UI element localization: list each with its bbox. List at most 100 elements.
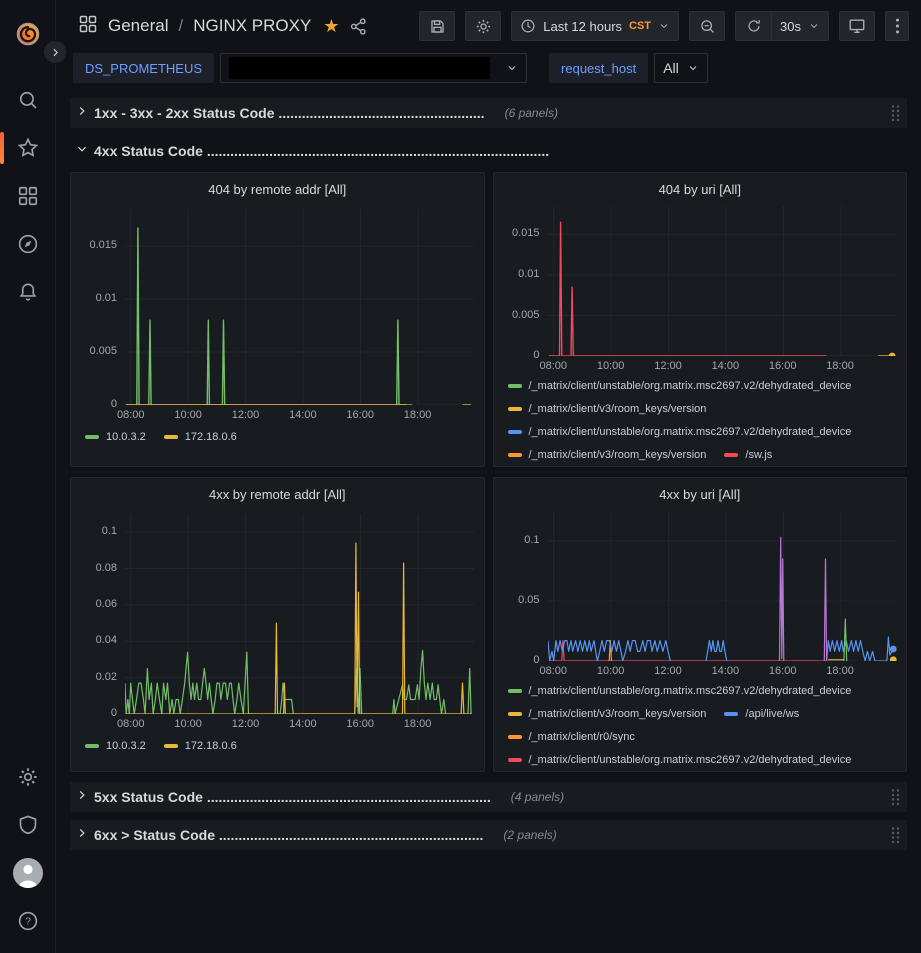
legend-label: /_matrix/client/v3/room_keys/version: [528, 402, 707, 415]
sidebar-item-server-admin[interactable]: [8, 801, 48, 849]
person-icon: [18, 864, 37, 888]
refresh-interval-value: 30s: [780, 18, 801, 34]
legend-row: /_matrix/client/v3/room_keys/version/sw.…: [507, 443, 897, 466]
y-axis-tick: 0: [533, 349, 540, 362]
sidebar-item-search[interactable]: [8, 76, 48, 124]
row-drag-handle[interactable]: [890, 788, 903, 806]
legend-label: /_matrix/client/v3/room_keys/version: [528, 448, 707, 461]
sidebar-item-starred[interactable]: [0, 124, 48, 172]
legend-item[interactable]: 172.18.0.6: [163, 431, 237, 443]
main-area: General / NGINX PROXY ★ Last 12 hours CS…: [56, 0, 921, 953]
x-axis-tick: 16:00: [768, 360, 797, 373]
legend-item[interactable]: /_matrix/client/v3/room_keys/version: [507, 448, 707, 461]
sidebar-expand-button[interactable]: [43, 40, 67, 64]
legend-label: /_matrix/client/unstable/org.matrix.msc2…: [528, 379, 852, 392]
variable-selected-value: All: [663, 60, 679, 76]
sidebar-item-profile[interactable]: [8, 849, 48, 897]
panel-title[interactable]: 4xx by remote addr [All]: [208, 487, 346, 502]
x-axis-tick: 18:00: [403, 718, 432, 730]
legend-item[interactable]: /_matrix/client/r0/sync: [507, 731, 635, 743]
sidebar-item-explore[interactable]: [8, 220, 48, 268]
legend-swatch: [507, 406, 522, 411]
legend-item[interactable]: /_matrix/client/v3/room_keys/version: [507, 402, 707, 415]
variable-value-ds-prometheus[interactable]: [220, 53, 528, 83]
cycle-view-mode-button[interactable]: [839, 11, 875, 41]
breadcrumb-folder[interactable]: General: [108, 16, 169, 35]
legend-label: /_matrix/client/unstable/org.matrix.msc2…: [528, 753, 852, 766]
x-axis-tick: 10:00: [174, 409, 202, 421]
grafana-logo[interactable]: [8, 10, 48, 58]
legend-row: 10.0.3.2 172.18.0.6: [85, 734, 474, 757]
y-axis: 0 0.02 0.04 0.06 0.08 0.1: [81, 514, 125, 719]
legend-item[interactable]: /api/live/ws: [724, 708, 799, 720]
y-axis-tick: 0.05: [518, 594, 540, 607]
row-panel-count: (6 panels): [504, 106, 558, 120]
legend-item[interactable]: /_matrix/client/unstable/org.matrix.msc2…: [507, 426, 851, 438]
legend-swatch: [163, 434, 178, 439]
legend-item[interactable]: /_matrix/client/unstable/org.matrix.msc2…: [507, 684, 852, 697]
shield-icon: [19, 815, 36, 835]
plot-area: 0 0.05 0.1: [504, 511, 897, 666]
legend-label: /api/live/ws: [745, 707, 800, 720]
legend-item[interactable]: /_matrix/client/unstable/org.matrix.msc2…: [507, 753, 852, 766]
x-axis-tick: 18:00: [826, 665, 854, 678]
x-axis-tick: 10:00: [596, 665, 625, 678]
plot-canvas[interactable]: [547, 511, 897, 662]
row-header-6xx[interactable]: 6xx > Status Code ......................…: [70, 820, 907, 850]
row-header-1xx-3xx-2xx[interactable]: 1xx - 3xx - 2xx Status Code ............…: [70, 98, 907, 128]
sidebar-item-alerting[interactable]: [8, 268, 48, 316]
panel-title[interactable]: 4xx by uri [All]: [659, 487, 741, 502]
refresh-button[interactable]: [735, 11, 772, 41]
x-axis-tick: 18:00: [403, 409, 432, 421]
zoom-out-time-button[interactable]: [689, 11, 726, 41]
y-axis: 0 0.05 0.1: [504, 511, 548, 666]
refresh-interval-dropdown[interactable]: 30s: [771, 11, 829, 41]
legend-item[interactable]: 172.18.0.6: [163, 740, 237, 752]
legend-item[interactable]: /_matrix/client/unstable/org.matrix.msc2…: [507, 379, 852, 392]
row-title: 6xx > Status Code ......................…: [94, 827, 484, 843]
chevron-down-icon: [76, 142, 88, 160]
chart-svg: [547, 511, 897, 662]
legend-item[interactable]: 10.0.3.2: [85, 431, 146, 443]
panel-grid: 404 by remote addr [All] 0 0.005 0.01 0.015 0…: [70, 172, 907, 772]
sidebar-item-configuration[interactable]: [8, 753, 48, 801]
favorite-star-icon[interactable]: ★: [323, 16, 340, 36]
time-range-picker[interactable]: Last 12 hours CST: [511, 11, 680, 41]
breadcrumb-dashboard-title[interactable]: NGINX PROXY: [193, 16, 312, 35]
y-axis-tick: 0: [110, 707, 117, 719]
panel-title[interactable]: 404 by remote addr [All]: [208, 182, 347, 197]
row-header-5xx[interactable]: 5xx Status Code ........................…: [70, 782, 907, 812]
share-button[interactable]: [349, 17, 368, 36]
plot-canvas[interactable]: [125, 514, 474, 714]
legend-label: 10.0.3.2: [106, 739, 146, 752]
legend: 10.0.3.2 172.18.0.6: [81, 732, 474, 757]
dashboard-body: 1xx - 3xx - 2xx Status Code ............…: [56, 90, 921, 953]
sidebar-item-help[interactable]: ?: [8, 897, 48, 945]
y-axis-tick: 0.01: [518, 267, 540, 280]
row-header-4xx[interactable]: 4xx Status Code ........................…: [70, 136, 907, 166]
legend-item[interactable]: /_matrix/client/v3/room_keys/version: [507, 708, 706, 720]
variable-value-request-host[interactable]: All: [654, 53, 708, 83]
row-drag-handle[interactable]: [890, 826, 903, 844]
chevron-down-icon: [689, 66, 697, 71]
save-dashboard-button[interactable]: [419, 11, 456, 41]
sidebar-item-dashboards[interactable]: [8, 172, 48, 220]
row-drag-handle[interactable]: [890, 104, 903, 122]
chart-svg: [125, 514, 474, 714]
plot-canvas[interactable]: [125, 209, 474, 405]
save-icon: [431, 19, 444, 33]
plot-canvas[interactable]: [547, 206, 897, 357]
panel-title[interactable]: 404 by uri [All]: [658, 182, 741, 197]
dashboards-grid-icon: [18, 186, 37, 206]
dashboard-settings-button[interactable]: [465, 11, 502, 41]
zoom-out-icon: [700, 19, 714, 33]
kebab-menu-icon: [895, 18, 899, 34]
plot-area: 0 0.005 0.01 0.015: [504, 206, 897, 361]
x-axis-tick: 16:00: [346, 409, 374, 421]
y-axis-tick: 0.015: [511, 227, 540, 240]
legend-item[interactable]: /sw.js: [724, 449, 772, 461]
chevron-right-icon: [52, 48, 58, 56]
legend-label: /_matrix/client/unstable/org.matrix.msc2…: [528, 684, 852, 697]
more-options-button[interactable]: [885, 11, 909, 41]
legend-item[interactable]: 10.0.3.2: [85, 740, 146, 752]
